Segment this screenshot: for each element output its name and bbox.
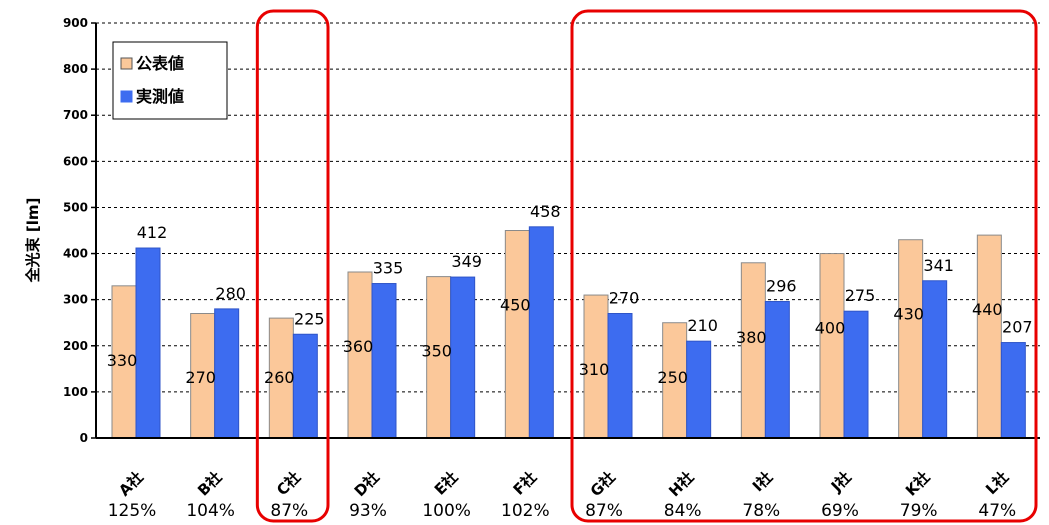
x-tick-label: C社: [273, 468, 304, 499]
x-tick-label: E社: [431, 468, 462, 499]
data-labels: 330 412 270 280 260 225 360 335 350 349 450 458 310 2…: [107, 202, 1033, 387]
bar-measured: [764, 301, 790, 439]
bar-measured: [528, 226, 554, 439]
y-tick-label: 900: [63, 16, 88, 30]
ratio-label: 125%: [108, 501, 157, 521]
x-tick-label: G社: [587, 468, 619, 500]
bar-measured: [135, 247, 161, 439]
x-tick-label: A社: [115, 468, 147, 500]
ratio-label: 100%: [422, 501, 471, 521]
x-tick-label: H社: [665, 468, 697, 500]
data-label-measured: 270: [609, 289, 640, 308]
data-label-measured: 335: [373, 259, 404, 278]
data-label-published: 260: [264, 368, 295, 387]
bar-measured: [843, 310, 869, 439]
x-tick-label: J社: [827, 468, 855, 496]
bar-measured: [214, 308, 240, 439]
data-label-published: 380: [736, 328, 767, 347]
ratio-label: 78%: [742, 501, 780, 521]
highlight-box: [255, 9, 330, 523]
x-tick-label: D社: [351, 468, 383, 500]
bars: [111, 226, 1026, 439]
bar-published: [898, 239, 924, 439]
data-label-published: 250: [657, 368, 688, 387]
y-tick-label: 600: [63, 154, 88, 168]
ratio-label: 69%: [821, 501, 859, 521]
highlight-boxes: [255, 9, 1038, 523]
y-tick-label: 100: [63, 385, 88, 399]
bar-measured: [1000, 342, 1026, 439]
y-tick-label: 500: [63, 200, 88, 214]
bar-published: [819, 253, 845, 439]
legend-box: [112, 41, 228, 120]
data-label-measured: 458: [530, 202, 561, 221]
ratio-label: 87%: [585, 501, 623, 521]
data-label-published: 310: [579, 360, 610, 379]
data-label-measured: 225: [294, 309, 325, 328]
y-tick-label: 400: [63, 247, 88, 261]
data-label-measured: 349: [451, 252, 482, 271]
bar-published: [111, 285, 137, 439]
ratio-label: 79%: [900, 501, 938, 521]
y-axis: 0 100 200 300 400 500 600 700 800 900: [63, 16, 97, 445]
ratio-label: 84%: [664, 501, 702, 521]
bar-published: [504, 230, 530, 439]
data-label-measured: 275: [845, 286, 876, 305]
legend-swatch: [120, 90, 133, 103]
bar-published: [740, 262, 766, 439]
data-label-published: 430: [893, 305, 924, 324]
legend-label: 公表値: [136, 54, 184, 73]
data-label-measured: 412: [137, 223, 168, 242]
data-label-published: 440: [972, 300, 1003, 319]
data-label-measured: 280: [215, 284, 246, 303]
data-label-measured: 207: [1002, 318, 1033, 337]
bar-published: [268, 317, 294, 439]
x-axis: A社125%B社104%C社87%D社93%E社100%F社102%G社87%H…: [96, 437, 1040, 521]
y-tick-label: 300: [63, 293, 88, 307]
y-tick-label: 0: [80, 431, 88, 445]
data-label-published: 270: [185, 368, 216, 387]
ratio-label: 102%: [501, 501, 550, 521]
data-label-published: 360: [343, 337, 374, 356]
bar-measured: [922, 280, 948, 439]
bar-measured: [686, 340, 712, 439]
bar-measured: [607, 313, 633, 439]
bar-measured: [371, 283, 397, 439]
data-label-published: 330: [107, 351, 138, 370]
ratio-label: 47%: [978, 501, 1016, 521]
y-tick-label: 200: [63, 339, 88, 353]
data-label-measured: 341: [923, 256, 954, 275]
bar-measured: [450, 276, 476, 439]
data-label-published: 450: [500, 296, 531, 315]
x-tick-label: I社: [749, 468, 776, 495]
data-label-measured: 210: [687, 316, 718, 335]
data-label-published: 350: [421, 342, 452, 361]
data-label-measured: 296: [766, 277, 797, 296]
x-tick-label: B社: [194, 468, 225, 499]
gridlines: [96, 22, 1040, 393]
data-label-published: 400: [815, 319, 846, 338]
y-axis-label: 全光束 [lm]: [24, 198, 42, 284]
ratio-label: 87%: [270, 501, 308, 521]
y-tick-label: 800: [63, 62, 88, 76]
bar-published: [583, 294, 609, 439]
bar-published: [662, 322, 688, 439]
x-tick-label: K社: [902, 468, 934, 500]
y-tick-label: 700: [63, 108, 88, 122]
x-tick-label: L社: [982, 468, 1012, 498]
bar-published: [976, 234, 1002, 439]
bar-measured: [292, 333, 318, 439]
ratio-label: 93%: [349, 501, 387, 521]
legend-label: 実測値: [136, 87, 184, 106]
highlight-box: [570, 9, 1038, 523]
x-tick-label: F社: [510, 468, 541, 499]
legend-swatch: [120, 57, 133, 70]
ratio-label: 104%: [186, 501, 235, 521]
